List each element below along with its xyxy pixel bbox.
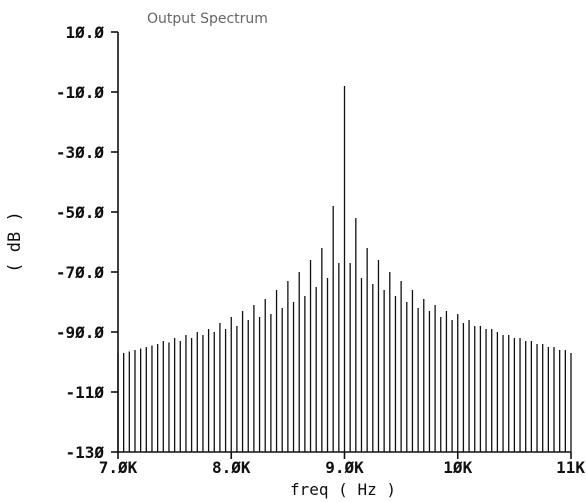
x-tick-label: 9.ØK	[325, 458, 364, 477]
chart-title: Output Spectrum	[147, 11, 268, 27]
y-tick-label: -5Ø.Ø	[56, 203, 105, 222]
y-tick-label: -9Ø.Ø	[56, 323, 105, 342]
y-tick-label: 1Ø.Ø	[65, 23, 104, 42]
y-tick-label: -7Ø.Ø	[56, 263, 105, 282]
y-tick-label: -11Ø	[65, 383, 104, 402]
y-axis-label: ( dB )	[5, 211, 25, 272]
y-tick-group: 1Ø.Ø-1Ø.Ø-3Ø.Ø-5Ø.Ø-7Ø.Ø-9Ø.Ø-11Ø-13Ø	[56, 23, 118, 462]
y-axis: 1Ø.Ø-1Ø.Ø-3Ø.Ø-5Ø.Ø-7Ø.Ø-9Ø.Ø-11Ø-13Ø	[56, 23, 118, 462]
x-axis: 7.ØK 8.ØK 9.ØK 1ØK 11K	[99, 452, 586, 477]
x-axis-label: freq ( Hz )	[290, 480, 396, 499]
x-tick-label: 7.ØK	[99, 458, 138, 477]
x-tick-label: 1ØK	[443, 458, 472, 477]
y-tick-label: -1Ø.Ø	[56, 83, 105, 102]
spectrum-stems	[118, 86, 571, 452]
x-tick-label: 11K	[556, 458, 585, 477]
y-tick-label: -3Ø.Ø	[56, 143, 105, 162]
x-tick-label: 8.ØK	[212, 458, 251, 477]
x-tick-group: 7.ØK 8.ØK 9.ØK 1ØK 11K	[99, 452, 586, 477]
